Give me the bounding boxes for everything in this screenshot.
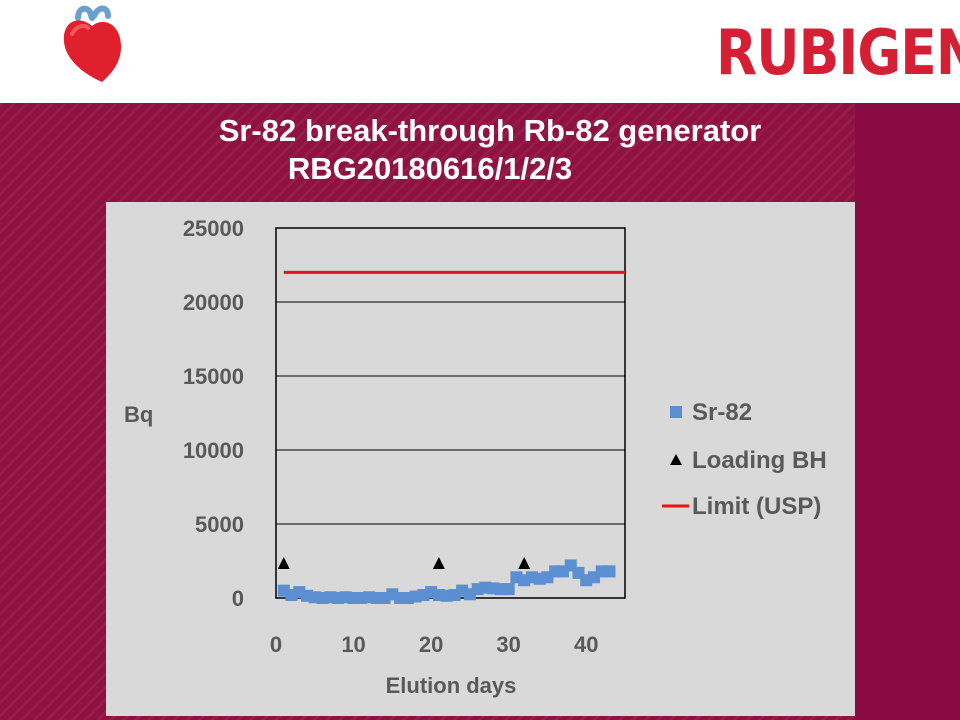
y-tick-label: 5000 <box>195 512 244 537</box>
legend-marker-loading <box>670 454 682 465</box>
legend-marker-sr82 <box>670 406 682 418</box>
chart-panel: 0 5000 10000 15000 20000 25000 0 10 20 30 40 Bq E… <box>106 202 855 716</box>
y-axis-ticks: 0 5000 10000 15000 20000 25000 <box>183 216 244 611</box>
title-line-1: Sr-82 break-through Rb-82 generator <box>218 113 762 148</box>
y-tick-label: 25000 <box>183 216 244 241</box>
y-tick-label: 10000 <box>183 438 244 463</box>
brand-logo: RUBIGEN <box>716 16 960 89</box>
y-axis-label: Bq <box>124 402 153 427</box>
x-axis-ticks: 0 10 20 30 40 <box>270 632 599 657</box>
title-line-2: RBG20180616/1/2/3 <box>287 151 573 186</box>
sr82-point <box>502 583 515 596</box>
background-side-band <box>855 103 960 720</box>
x-tick-label: 30 <box>496 632 520 657</box>
plot-frame <box>275 227 626 599</box>
x-tick-label: 10 <box>341 632 365 657</box>
legend-label: Sr-82 <box>692 399 752 426</box>
loading-marker <box>432 556 445 569</box>
heart-icon <box>63 5 122 82</box>
legend-label: Limit (USP) <box>692 493 821 520</box>
chart: 0 5000 10000 15000 20000 25000 0 10 20 30 40 Bq E… <box>124 216 827 698</box>
loading-marker <box>277 556 290 569</box>
legend-label: Loading BH <box>692 447 827 474</box>
page-title: Sr-82 break-through Rb-82 generator RBG2… <box>120 112 860 188</box>
x-axis-label: Elution days <box>386 673 517 698</box>
chart-gridlines <box>276 301 625 525</box>
y-tick-label: 15000 <box>183 364 244 389</box>
chart-series <box>277 270 625 604</box>
x-tick-label: 40 <box>574 632 598 657</box>
chart-legend: Sr-82 Loading BH Limit (USP) <box>662 399 827 520</box>
x-tick-label: 0 <box>270 632 282 657</box>
header-bar <box>0 0 960 103</box>
x-tick-label: 20 <box>419 632 443 657</box>
loading-marker <box>518 556 531 569</box>
y-tick-label: 20000 <box>183 290 244 315</box>
sr82-point <box>603 565 616 578</box>
y-tick-label: 0 <box>232 586 244 611</box>
